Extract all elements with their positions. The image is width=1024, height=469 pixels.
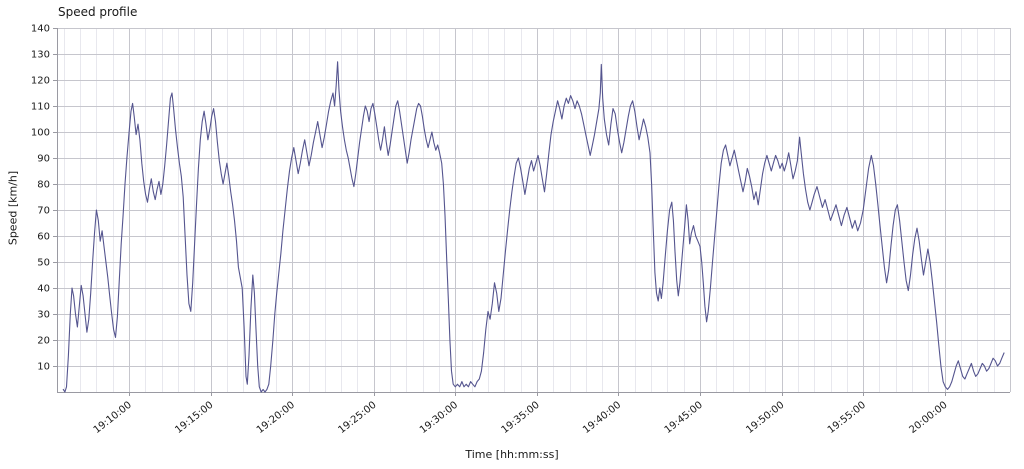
x-tick-label: 19:15:00 <box>173 400 215 436</box>
y-tick-label: 50 <box>37 258 50 269</box>
x-axis-label: Time [hh:mm:ss] <box>465 448 559 461</box>
y-tick-label: 70 <box>37 206 50 217</box>
x-tick-label: 19:40:00 <box>581 400 623 436</box>
y-tick-label: 110 <box>31 102 50 113</box>
y-tick-label: 40 <box>37 284 50 295</box>
x-tick-label: 19:55:00 <box>826 400 868 436</box>
y-tick-label: 80 <box>37 180 50 191</box>
y-tick-label: 100 <box>31 128 50 139</box>
y-tick-label: 120 <box>31 76 50 87</box>
x-tick-label: 19:45:00 <box>663 400 705 436</box>
x-tick-label: 19:50:00 <box>744 400 786 436</box>
x-tick-label: 19:20:00 <box>255 400 297 436</box>
x-tick-label: 19:30:00 <box>418 400 460 436</box>
y-tick-label: 60 <box>37 232 50 243</box>
x-tick-label: 19:10:00 <box>92 400 134 436</box>
y-tick-label: 130 <box>31 50 50 61</box>
y-axis-label: Speed [km/h] <box>6 170 20 246</box>
y-tick-label: 140 <box>31 24 50 35</box>
x-tick-label: 20:00:00 <box>907 400 949 436</box>
x-tick-label: 19:35:00 <box>500 400 542 436</box>
y-tick-label: 20 <box>37 336 50 347</box>
y-tick-label: 30 <box>37 310 50 321</box>
x-tick-label: 19:25:00 <box>336 400 378 436</box>
chart-title: Speed profile <box>58 5 138 19</box>
y-tick-label: 90 <box>37 154 50 165</box>
y-tick-label: 10 <box>37 362 50 373</box>
speed-line <box>62 61 1005 393</box>
